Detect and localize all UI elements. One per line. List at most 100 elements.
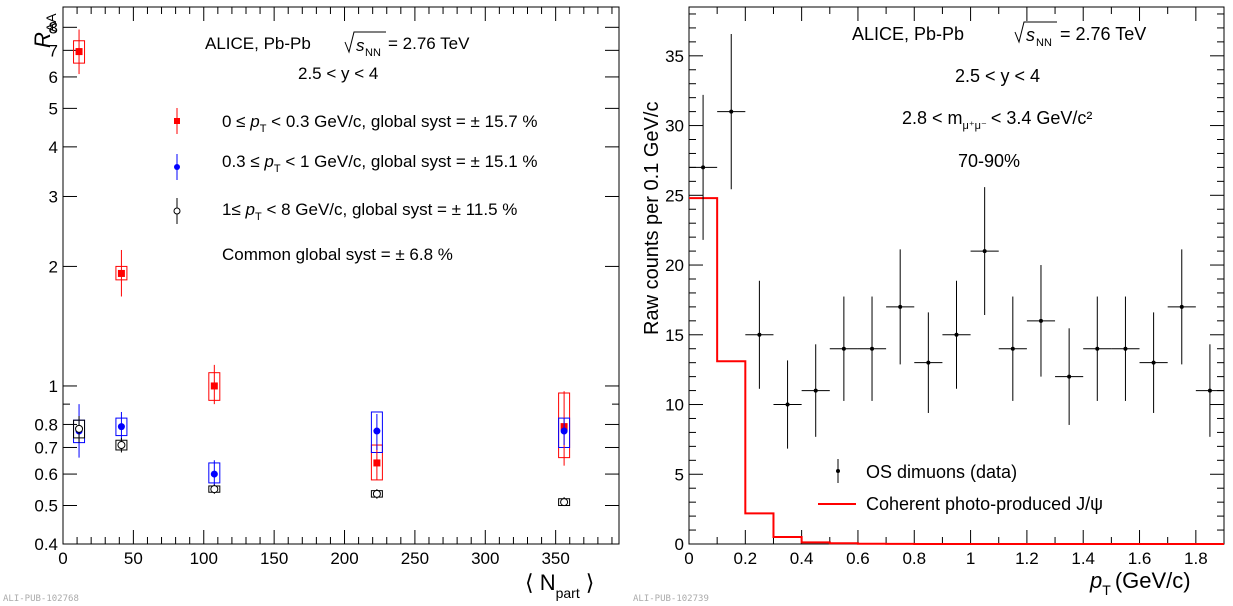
right-sqrt-s: s — [1026, 25, 1035, 45]
x-tick-label: 1 — [966, 549, 975, 568]
y-tick-label: 10 — [665, 396, 684, 415]
data-point — [813, 388, 818, 393]
left-x-axis-label: ⟨ Npart ⟩ — [525, 570, 594, 601]
svg-text:1≤ pT < 8 GeV/c, global syst =: 1≤ pT < 8 GeV/c, global syst = ± 11.5 % — [222, 200, 517, 223]
right-y-axis-ticks: 0 5 10 15 20 25 30 35 — [665, 13, 1224, 554]
x-tick-label: 1.8 — [1184, 549, 1208, 568]
data-point — [926, 360, 931, 365]
right-header-energy: = 2.76 TeV — [1060, 24, 1146, 44]
data-point — [560, 498, 569, 507]
data-point — [785, 402, 790, 407]
legend-entry-model: Coherent photo-produced J/ψ — [818, 494, 1103, 514]
svg-text:0 ≤ pT < 0.3 GeV/c, global sys: 0 ≤ pT < 0.3 GeV/c, global syst = ± 15.7… — [222, 112, 538, 135]
left-header-energy: = 2.76 TeV — [388, 34, 470, 53]
x-tick-label: 1.2 — [1015, 549, 1039, 568]
left-data-points — [75, 29, 569, 507]
y-tick-label: 0.6 — [34, 465, 58, 484]
right-header-experiment: ALICE, Pb-Pb — [852, 24, 964, 44]
x-tick-label: 0 — [684, 549, 693, 568]
right-data-points — [689, 33, 1224, 449]
svg-text:0.3 ≤ pT < 1 GeV/c, global sys: 0.3 ≤ pT < 1 GeV/c, global syst = ± 15.1… — [222, 152, 538, 175]
data-point — [372, 489, 381, 498]
left-header-experiment: ALICE, Pb-Pb — [205, 34, 311, 53]
right-rapidity: 2.5 < y < 4 — [955, 66, 1040, 86]
x-tick-label: 0.6 — [846, 549, 870, 568]
y-tick-label: 5 — [49, 99, 58, 118]
data-point — [373, 427, 381, 435]
y-tick-label: 15 — [665, 326, 684, 345]
data-point — [1095, 346, 1100, 351]
y-tick-label: 20 — [665, 256, 684, 275]
x-tick-label: 200 — [330, 549, 358, 568]
y-tick-label: 0.4 — [34, 535, 58, 554]
left-pub-id: ALI-PUB-102768 — [3, 594, 79, 604]
y-tick-label: 5 — [675, 465, 684, 484]
x-tick-label: 0.8 — [902, 549, 926, 568]
x-tick-label: 350 — [541, 549, 569, 568]
data-point — [210, 382, 218, 390]
y-tick-label: 2 — [49, 257, 58, 276]
left-syst-boxes — [73, 40, 571, 507]
y-tick-label: 0 — [675, 535, 684, 554]
y-tick-label: 6 — [49, 68, 58, 87]
data-point — [841, 346, 846, 351]
legend-entry-data: OS dimuons (data) — [836, 459, 1017, 483]
model-step-line — [689, 197, 1224, 545]
x-tick-label: 0.4 — [790, 549, 814, 568]
data-point — [1038, 318, 1043, 323]
data-point — [982, 249, 987, 254]
y-tick-label: 0.5 — [34, 497, 58, 516]
data-point — [870, 346, 875, 351]
svg-text:OS dimuons (data): OS dimuons (data) — [866, 462, 1017, 482]
data-point — [117, 441, 126, 450]
y-tick-label: 0.7 — [34, 438, 58, 457]
right-panel: 0 0.2 0.4 0.6 0.8 1 1.2 1.4 1.6 1.8 0 5 10 15 20 25 30 3… — [633, 6, 1225, 604]
right-pub-id: ALI-PUB-102739 — [633, 594, 709, 604]
right-centrality: 70-90% — [958, 151, 1020, 171]
x-tick-label: 300 — [471, 549, 499, 568]
right-mass-window: 2.8 < mμ⁺μ⁻ < 3.4 GeV/c² — [902, 108, 1092, 132]
data-point — [117, 423, 125, 431]
data-point — [701, 165, 706, 170]
data-point — [954, 332, 959, 337]
x-tick-label: 1.6 — [1128, 549, 1152, 568]
x-tick-label: 0 — [58, 549, 67, 568]
x-tick-label: 0.2 — [733, 549, 757, 568]
data-point — [373, 459, 381, 467]
right-sqrt-sign — [1014, 21, 1057, 44]
right-x-axis-label: pT (GeV/c) — [1089, 568, 1191, 598]
y-tick-label: 1 — [49, 377, 58, 396]
data-point — [210, 470, 218, 478]
right-legend: OS dimuons (data) Coherent photo-produce… — [818, 459, 1103, 514]
data-point — [560, 427, 568, 435]
data-point — [898, 304, 903, 309]
right-x-axis-ticks: 0 0.2 0.4 0.6 0.8 1 1.2 1.4 1.6 1.8 — [684, 7, 1208, 568]
y-tick-label: 3 — [49, 187, 58, 206]
legend-entry-low-pt: 0 ≤ pT < 0.3 GeV/c, global syst = ± 15.7… — [174, 108, 538, 135]
left-sqrt-s: s — [356, 36, 365, 55]
y-tick-label: 4 — [49, 138, 58, 157]
svg-text:Coherent photo-produced J/ψ: Coherent photo-produced J/ψ — [866, 494, 1103, 514]
data-point — [75, 48, 83, 56]
data-point — [117, 269, 125, 277]
x-tick-label: 150 — [260, 549, 288, 568]
right-model-histogram — [689, 197, 1224, 545]
left-sqrt-nn: NN — [365, 47, 381, 59]
left-legend: 0 ≤ pT < 0.3 GeV/c, global syst = ± 15.7… — [173, 108, 538, 264]
y-tick-label: 25 — [665, 186, 684, 205]
left-rapidity: 2.5 < y < 4 — [298, 64, 378, 83]
data-point — [75, 424, 84, 433]
right-sqrt-nn: NN — [1036, 37, 1052, 49]
left-common-syst: Common global syst = ± 6.8 % — [222, 245, 453, 264]
left-plot-frame — [62, 6, 620, 545]
left-y-axis-label: RAA — [30, 13, 59, 48]
data-point — [210, 485, 219, 494]
legend-entry-high-pt: 1≤ pT < 8 GeV/c, global syst = ± 11.5 % — [173, 198, 517, 224]
data-point — [1123, 346, 1128, 351]
data-point — [1179, 304, 1184, 309]
y-tick-label: 7 — [49, 41, 58, 60]
data-point — [1010, 346, 1015, 351]
left-x-axis-ticks: 0 50 100 150 200 250 300 350 — [58, 7, 613, 568]
left-y-axis-ticks: 0.4 0.5 0.6 0.7 0.8 1 2 3 4 5 6 7 8 — [34, 18, 619, 554]
